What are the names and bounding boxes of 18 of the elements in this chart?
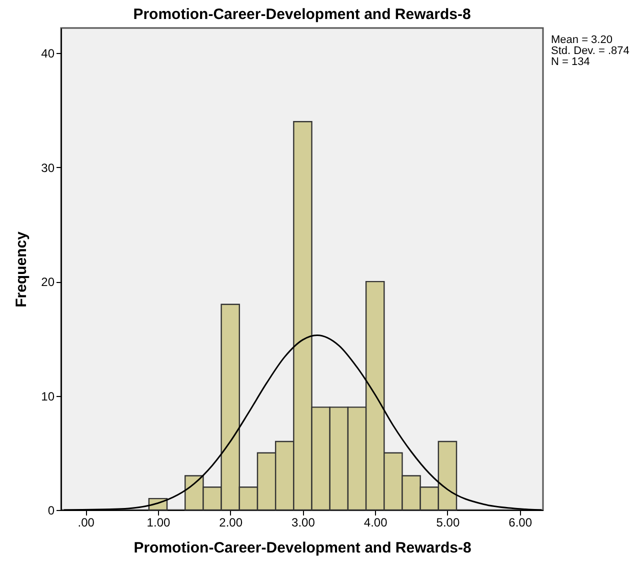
y-tick-label: 10: [41, 389, 55, 404]
x-tick-label: 2.00: [219, 516, 243, 530]
x-tick-label: 4.00: [364, 516, 388, 530]
x-tick-label: 6.00: [508, 516, 532, 530]
y-tick-label: 30: [41, 160, 55, 175]
y-tick-label: 20: [41, 275, 55, 290]
y-tick-label: 0: [48, 504, 55, 518]
chart-title: Promotion-Career-Development and Rewards-8: [133, 6, 471, 23]
text: Std. Dev. = .874: [551, 45, 630, 57]
text: Mean = 3.20: [551, 34, 612, 46]
x-tick-label: 5.00: [436, 516, 460, 530]
x-tick-label: .00: [78, 516, 95, 530]
x-axis-title: Promotion-Career-Development and Rewards-8: [134, 540, 472, 556]
y-tick-label: 40: [41, 46, 55, 61]
y-axis-title: Frequency: [13, 230, 30, 308]
x-tick-label: 3.00: [292, 516, 316, 530]
text: N = 134: [551, 56, 590, 68]
x-tick-label: 1.00: [146, 516, 170, 530]
